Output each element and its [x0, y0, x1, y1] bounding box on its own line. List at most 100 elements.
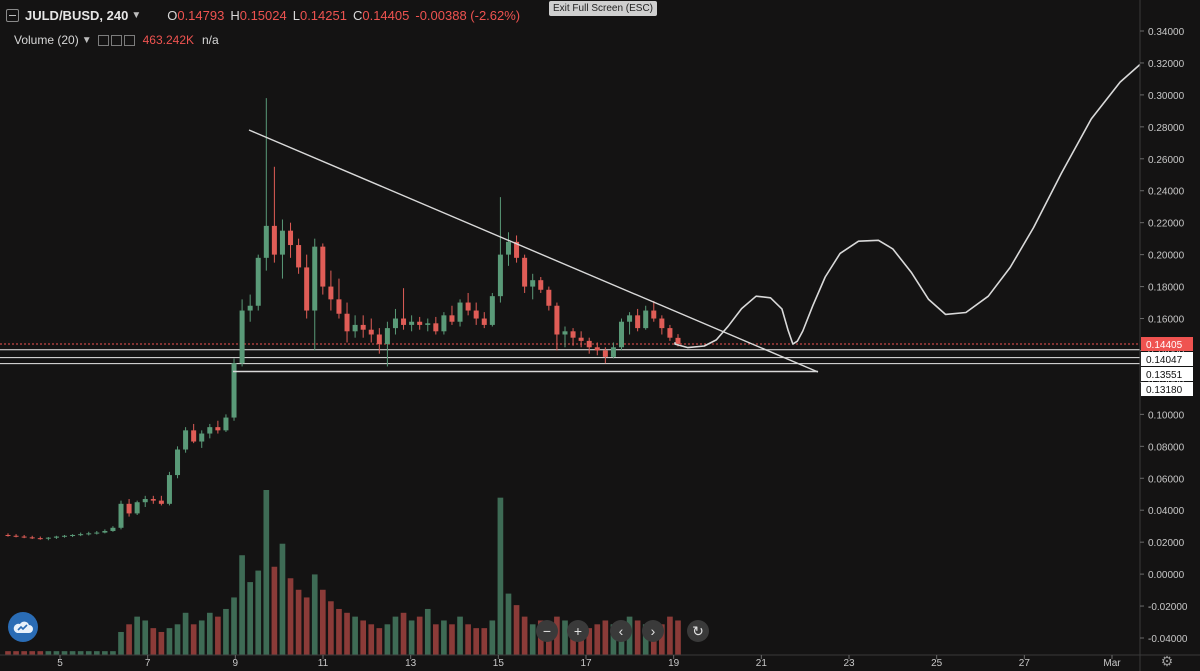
volume-bar — [352, 616, 358, 655]
volume-bar — [529, 624, 536, 655]
trendline-drawing[interactable] — [248, 129, 819, 373]
volume-bar — [505, 593, 512, 655]
candle-body — [328, 286, 334, 300]
volume-bar — [126, 624, 132, 655]
volume-bar — [521, 616, 528, 655]
candle-body — [5, 534, 11, 536]
candle-body — [142, 499, 148, 503]
candle-body — [118, 503, 124, 528]
y-tick-label: 0.08000 — [1148, 442, 1185, 453]
time-axis[interactable]: 5 7 9 11 13 15 17 19 21 23 25 27 Mar — [0, 654, 1200, 669]
y-tick-label: 0.04000 — [1148, 506, 1185, 517]
plus-icon[interactable]: + — [567, 620, 589, 642]
price-axis[interactable]: 0.34000 0.32000 0.30000 0.28000 0.26000 0.240… — [1139, 0, 1193, 671]
candle-body — [425, 323, 431, 325]
candle-body — [473, 310, 479, 319]
volume-bar — [328, 601, 334, 655]
volume-bar — [344, 612, 350, 655]
candle-body — [304, 267, 310, 311]
volume-bar — [303, 597, 310, 655]
volume-bar — [37, 651, 44, 655]
volume-bar — [602, 620, 609, 655]
candle-body — [175, 449, 181, 476]
chevron-left-icon[interactable]: ‹ — [610, 620, 632, 642]
candle-body — [384, 328, 390, 345]
settings-icon[interactable] — [110, 34, 122, 46]
exit-fullscreen-button[interactable]: Exit Full Screen (ESC) — [549, 1, 657, 16]
candle-body — [279, 230, 285, 255]
volume-bar — [110, 651, 116, 655]
volume-bar — [182, 612, 189, 655]
candle-body — [223, 417, 229, 431]
y-tick-label: 0.14000 — [1148, 346, 1185, 357]
y-tick-label: 0.26000 — [1148, 155, 1185, 166]
volume-bar — [142, 620, 149, 655]
candle-body — [45, 537, 51, 539]
candle-body — [360, 324, 366, 330]
gear-icon[interactable]: ⚙ — [1160, 653, 1174, 669]
candle-body — [376, 334, 382, 345]
volume-bar — [271, 566, 278, 655]
candle-body — [296, 245, 302, 268]
candle-body — [336, 299, 342, 314]
candle-body — [497, 254, 503, 297]
collapse-legend-icon[interactable] — [6, 9, 19, 22]
chevron-right-icon[interactable]: › — [642, 620, 664, 642]
x-tick-label: Mar — [1103, 658, 1121, 669]
candle-body — [392, 318, 398, 329]
candle-body — [78, 534, 84, 536]
candle-body — [134, 502, 140, 514]
volume-bar — [554, 616, 560, 655]
candle-body — [231, 363, 237, 418]
candle-body — [554, 305, 560, 335]
volume-bar — [659, 624, 665, 655]
close-icon[interactable] — [123, 34, 135, 46]
candle-body — [247, 305, 253, 311]
volume-bar — [433, 624, 439, 655]
chevron-down-icon[interactable]: ▼ — [81, 34, 92, 46]
volume-bar — [562, 620, 568, 655]
x-tick-label: 17 — [580, 658, 592, 669]
candle-body — [401, 318, 407, 325]
x-tick-label: 15 — [493, 658, 505, 669]
candle-body — [602, 350, 608, 357]
volume-bar — [368, 624, 375, 655]
x-tick-label: 21 — [756, 658, 768, 669]
candle-body — [344, 313, 350, 332]
drawings — [233, 63, 1141, 373]
volume-bar — [190, 624, 197, 655]
tradingview-cloud-icon[interactable] — [8, 612, 38, 642]
volume-bar — [166, 628, 173, 655]
volume-bar — [231, 597, 237, 655]
visibility-icon[interactable] — [97, 34, 109, 46]
y-tick-label: 0.32000 — [1148, 59, 1185, 70]
refresh-icon[interactable]: ↻ — [687, 620, 709, 642]
y-tick-label: 0.16000 — [1148, 315, 1185, 326]
candle-body — [239, 310, 245, 364]
volume-bar — [336, 608, 342, 655]
volume-bar — [69, 651, 76, 655]
candle-body — [255, 257, 261, 306]
candle-body — [53, 536, 59, 538]
candle-body — [13, 535, 19, 537]
projection-path-drawing[interactable] — [674, 63, 1141, 349]
volume-bar — [594, 624, 601, 655]
chevron-down-icon[interactable]: ▼ — [131, 10, 142, 21]
volume-bar — [513, 605, 520, 655]
candle-body — [215, 427, 221, 431]
y-tick-label: 0.30000 — [1148, 91, 1185, 102]
candle-body — [449, 315, 455, 322]
candle-body — [166, 475, 172, 504]
candle-body — [505, 241, 511, 255]
y-tick-label: 0.00000 — [1148, 570, 1185, 581]
minus-icon[interactable]: − — [536, 620, 558, 642]
volume-bar — [675, 620, 681, 655]
volume-bar — [376, 628, 383, 655]
volume-bar — [667, 616, 673, 655]
volume-bar — [29, 651, 36, 655]
candle-body — [570, 331, 576, 338]
candle-body — [94, 532, 100, 534]
x-tick-label: 19 — [668, 658, 680, 669]
